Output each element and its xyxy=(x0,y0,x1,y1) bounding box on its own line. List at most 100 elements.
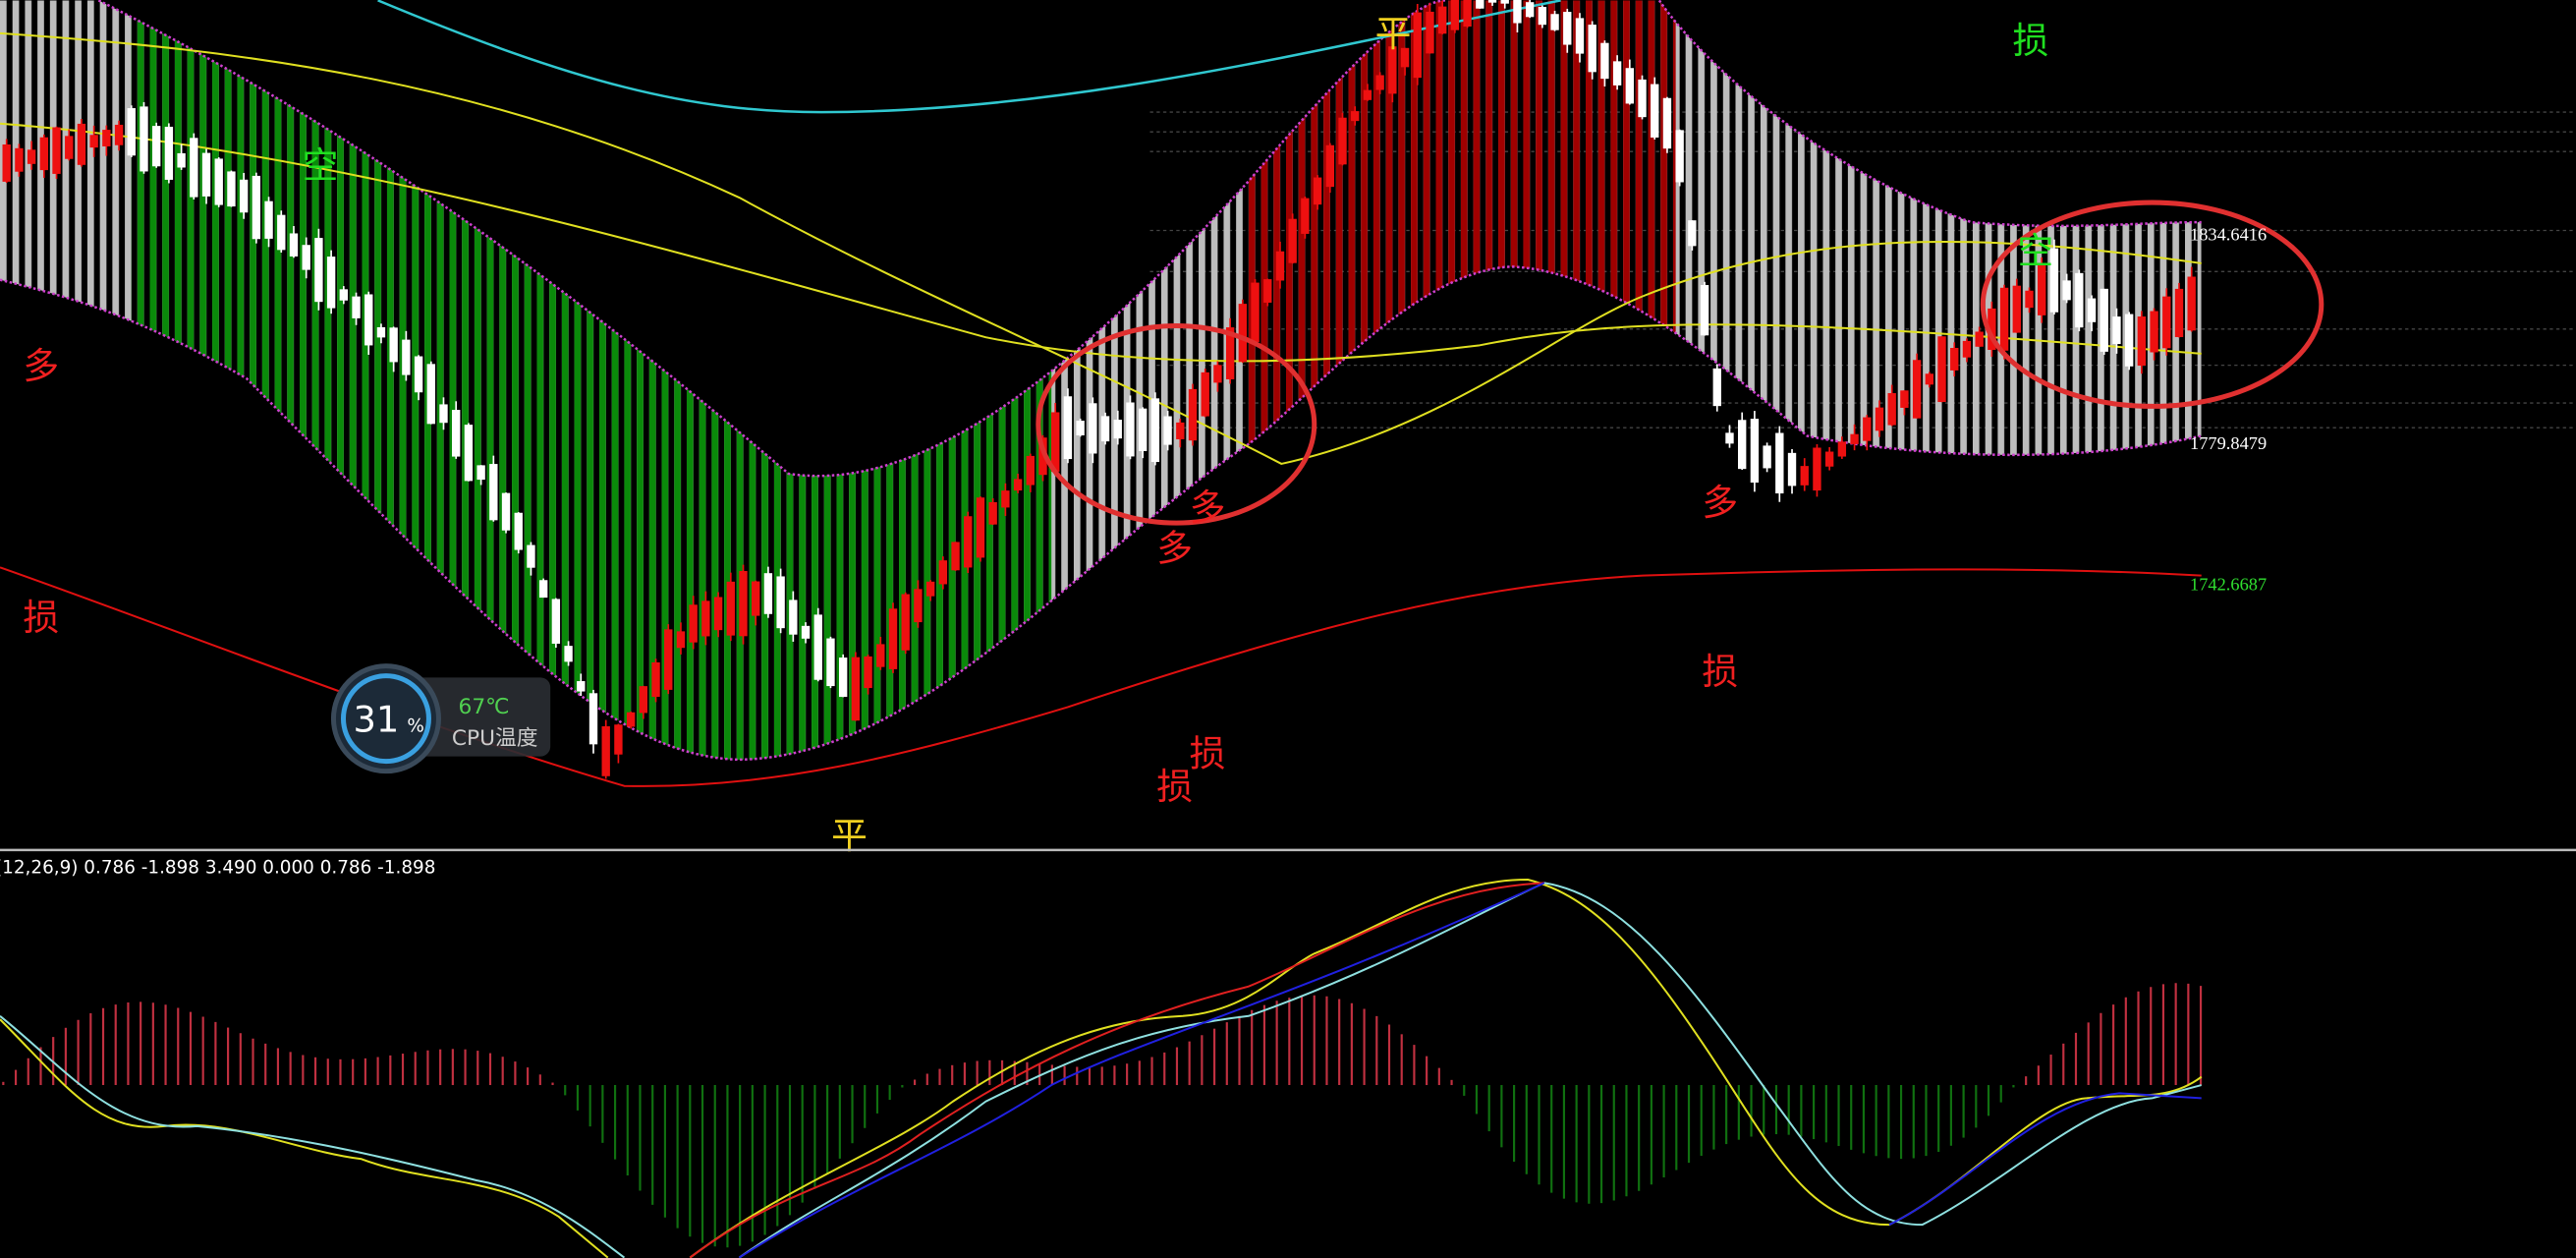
widget-unit: % xyxy=(407,716,423,737)
candle-body xyxy=(2062,280,2071,301)
candle-body xyxy=(1600,42,1609,80)
candle-body xyxy=(713,597,723,631)
candle-body xyxy=(1388,46,1397,94)
candle-body xyxy=(1438,6,1447,34)
price-label: 1742.6687 xyxy=(2190,575,2267,595)
candle-body xyxy=(1201,372,1209,417)
candle-body xyxy=(289,233,299,257)
candle-body xyxy=(1900,390,1909,408)
cpu-widget: 31 % 67℃ CPU温度 xyxy=(330,663,551,774)
candle-body xyxy=(601,725,610,776)
candle-body xyxy=(1538,6,1547,26)
ma-yellow-2 xyxy=(0,122,2202,363)
candle-body xyxy=(876,644,885,667)
candle-body xyxy=(1638,79,1647,118)
widget-dial xyxy=(330,663,441,774)
price-label: 1834.6416 xyxy=(2190,225,2267,245)
signal: 多 xyxy=(1156,528,1193,570)
candle-body xyxy=(726,581,735,636)
candle-body xyxy=(177,152,186,168)
macd-header: (12,26,9) 0.786 -1.898 3.490 0.000 0.786… xyxy=(0,857,435,878)
candle-body xyxy=(2150,311,2158,353)
candle-body xyxy=(52,127,61,174)
candle-body xyxy=(901,594,910,651)
candles xyxy=(2,0,2196,779)
candle-body xyxy=(214,158,223,205)
candle-body xyxy=(1150,398,1160,463)
candle-body xyxy=(514,512,523,550)
candle-body xyxy=(39,137,48,171)
candle-body xyxy=(89,135,98,148)
candle-body xyxy=(1351,111,1360,122)
candle-body xyxy=(1975,331,1984,347)
candle-body xyxy=(201,152,211,197)
highlight-ellipse xyxy=(1980,200,2324,409)
candle-body xyxy=(1937,336,1946,403)
candle-body xyxy=(2,143,11,182)
candle-body xyxy=(1063,396,1073,460)
candle-body xyxy=(538,580,548,599)
candle-body xyxy=(1612,61,1622,86)
candle-body xyxy=(1875,407,1884,431)
candle-body xyxy=(1238,304,1248,363)
candle-body xyxy=(1763,445,1771,469)
candle-body xyxy=(27,149,36,164)
candle-body xyxy=(1863,417,1872,441)
candle-body xyxy=(938,560,948,585)
candle-body xyxy=(1824,451,1834,467)
candle-body xyxy=(1426,11,1434,54)
candle-body xyxy=(1850,433,1859,444)
candle-body xyxy=(1999,287,2009,351)
signal: 平 xyxy=(1375,13,1412,55)
signal: 多 xyxy=(1190,486,1226,529)
signal: 损 xyxy=(2012,20,2048,62)
candle-body xyxy=(2162,296,2171,349)
macd-histogram xyxy=(2,983,2203,1248)
signal: 空 xyxy=(2017,230,2053,272)
candle-body xyxy=(277,214,286,251)
candle-body xyxy=(426,364,435,425)
candle-body xyxy=(65,136,74,159)
candle-body xyxy=(2012,285,2021,333)
signal: 损 xyxy=(23,597,59,639)
candle-body xyxy=(1837,441,1847,457)
candle-body xyxy=(689,604,698,643)
candle-body xyxy=(1126,402,1135,457)
candle-body xyxy=(577,681,586,692)
candle-body xyxy=(914,589,923,623)
candle-body xyxy=(15,147,24,172)
candle-body xyxy=(1363,89,1372,100)
candle-body xyxy=(302,245,310,270)
candle-body xyxy=(364,294,373,346)
candle-body xyxy=(402,339,411,375)
candle-body xyxy=(452,410,461,457)
candle-body xyxy=(1800,466,1809,486)
candle-body xyxy=(252,175,261,240)
candle-body xyxy=(1738,420,1747,470)
candle-body xyxy=(1712,368,1721,407)
candle-body xyxy=(1288,218,1297,263)
candle-body xyxy=(701,600,710,637)
candle-body xyxy=(1188,388,1198,441)
signal: 空 xyxy=(303,144,339,187)
candle-body xyxy=(1400,47,1410,68)
candle-body xyxy=(527,544,535,568)
candle-body xyxy=(227,171,236,207)
candle-body xyxy=(1813,447,1821,491)
candle-body xyxy=(2174,288,2184,337)
widget-caption: CPU温度 xyxy=(452,726,538,751)
macd-blue xyxy=(738,882,1545,1258)
candle-body xyxy=(1513,0,1522,24)
candle-body xyxy=(651,661,660,697)
highlight-ellipse xyxy=(1036,322,1317,526)
candle-body xyxy=(164,126,174,180)
candle-body xyxy=(588,693,598,745)
candle-body xyxy=(114,124,124,145)
candle-body xyxy=(1176,422,1185,439)
candle-body xyxy=(352,296,361,318)
candle-body xyxy=(1962,340,1972,358)
candle-body xyxy=(1213,365,1222,383)
candle-body xyxy=(888,608,898,669)
candle-body xyxy=(314,238,323,303)
